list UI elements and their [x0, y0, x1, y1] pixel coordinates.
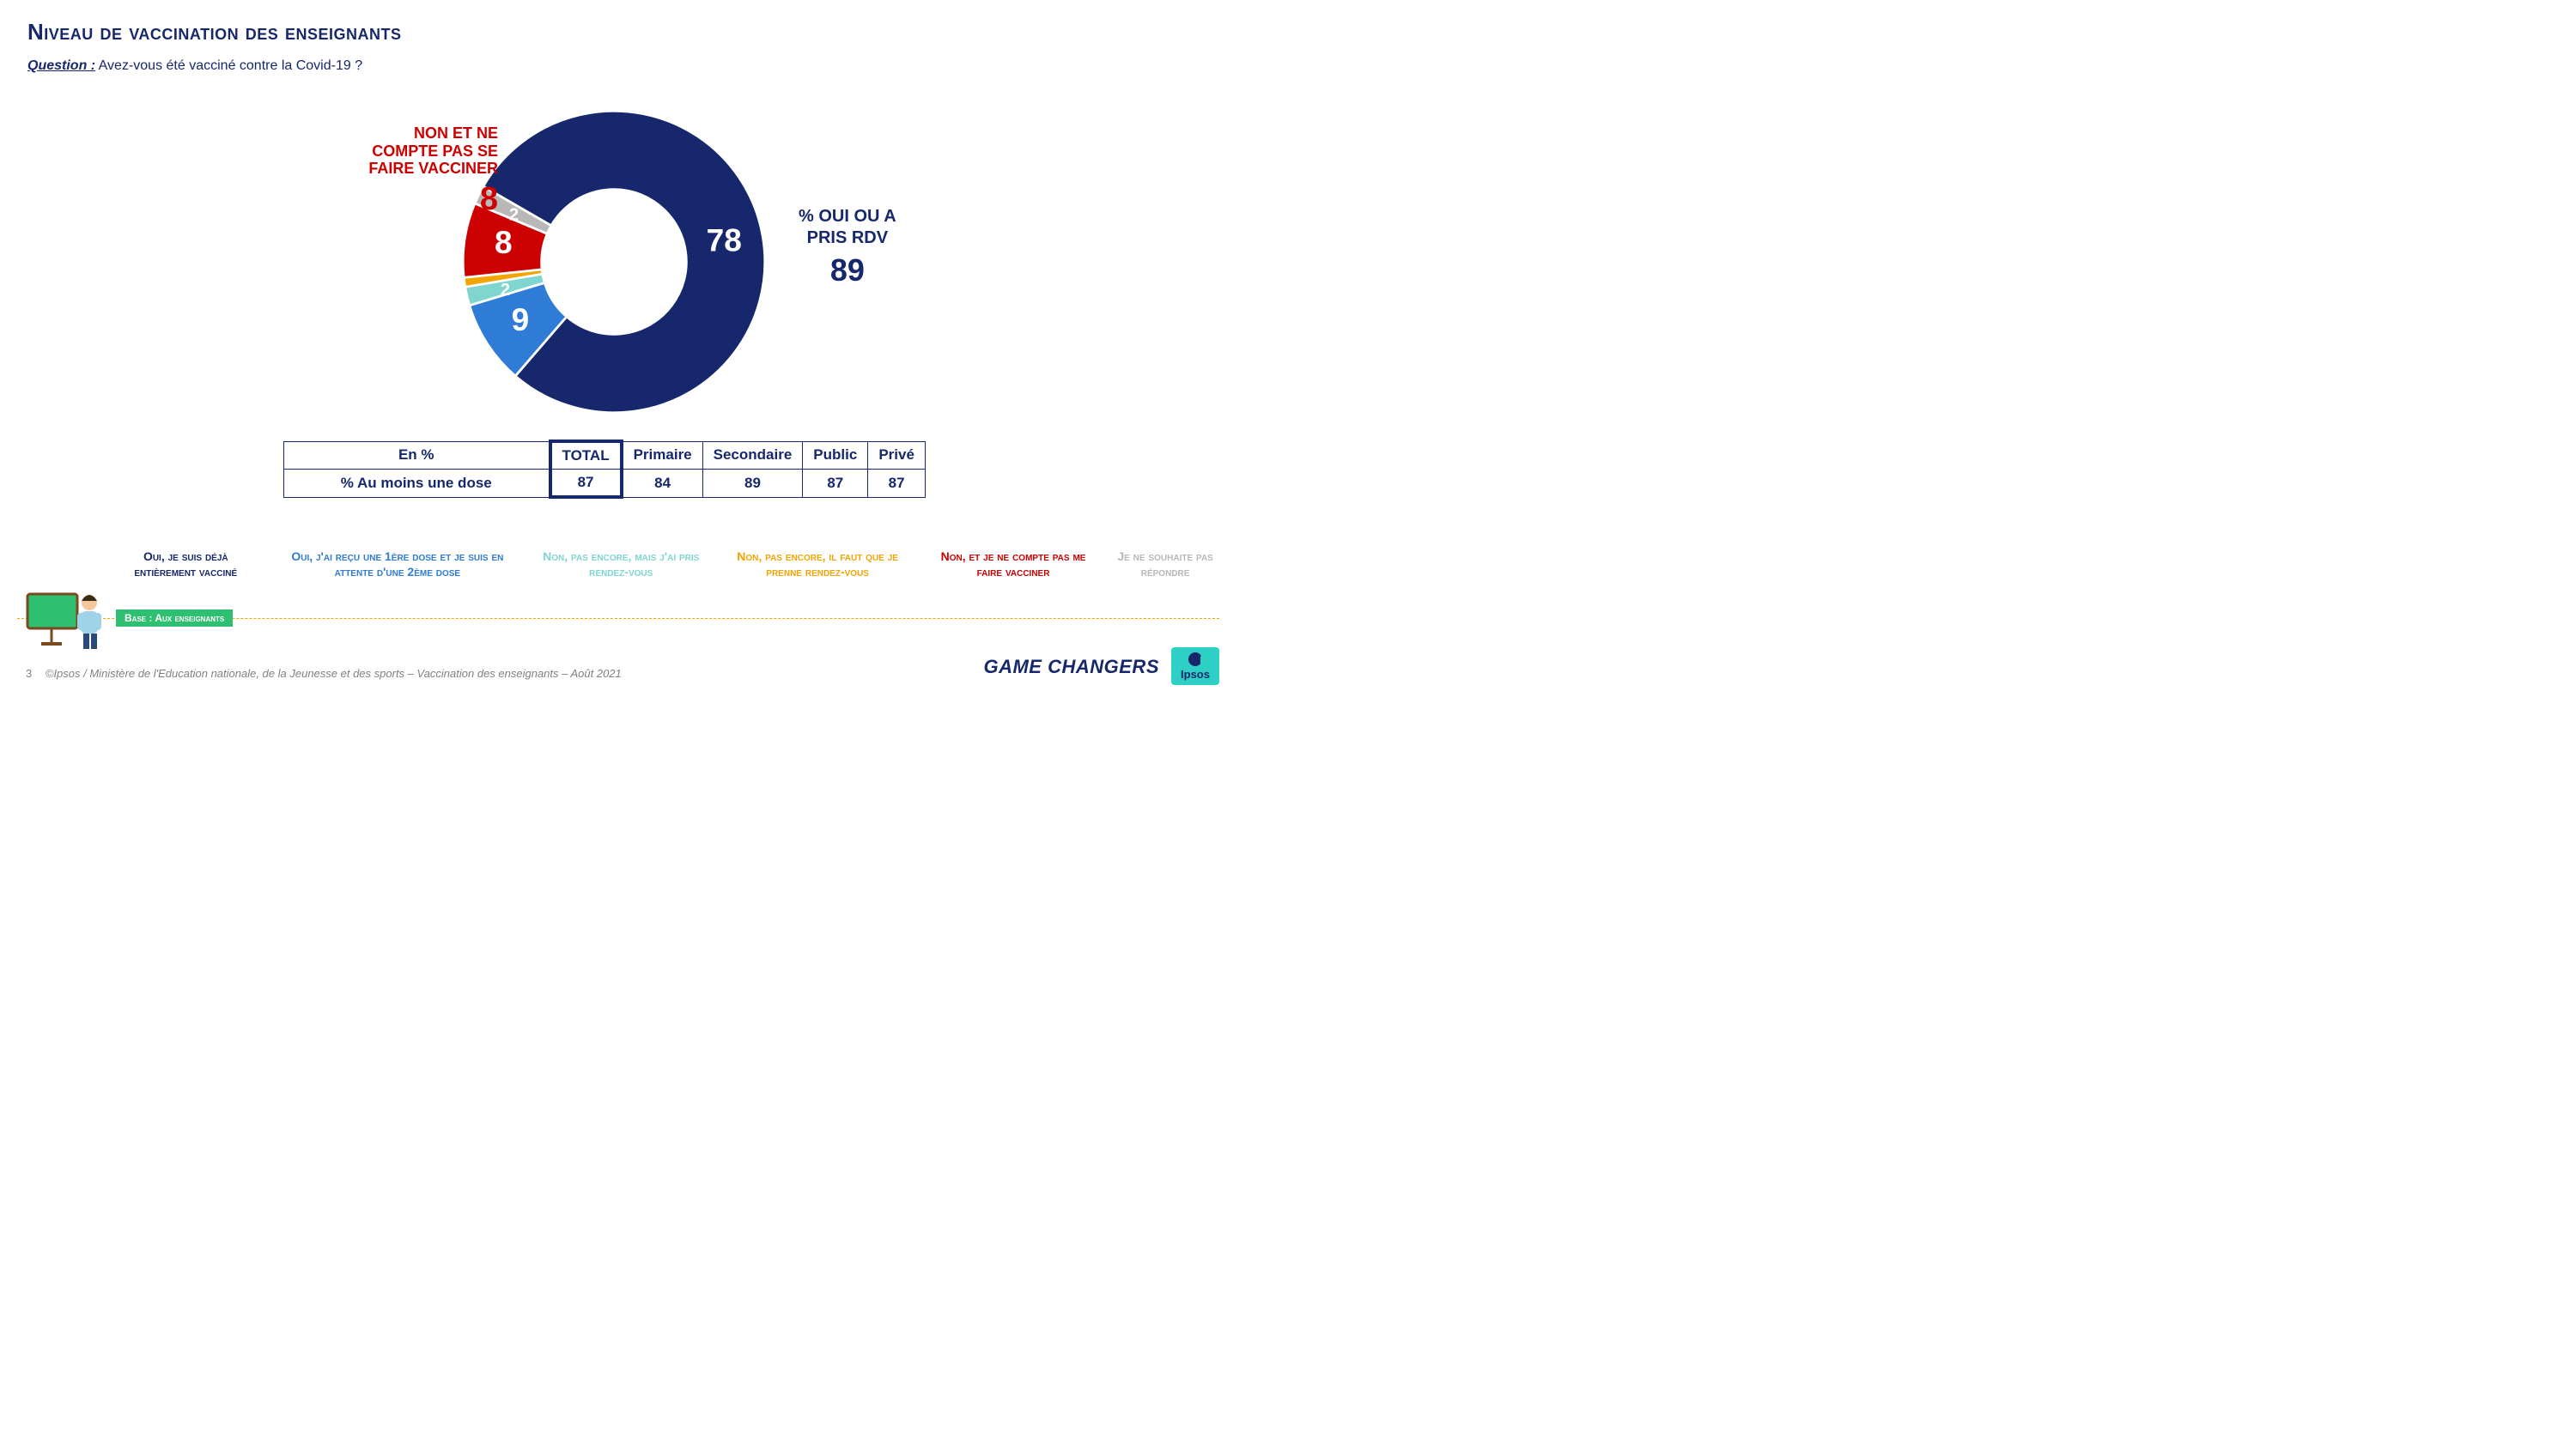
callout-no-line1: NON ET NE [309, 124, 498, 142]
donut-label-rdvyes: 2 [501, 281, 510, 300]
donut-label-first: 9 [512, 302, 530, 337]
legend-item-5: Je ne souhaite pas répondre [1111, 549, 1219, 579]
game-changers-tagline: GAME CHANGERS [983, 656, 1159, 678]
table-cell-prive: 87 [868, 470, 926, 498]
table-header-prive: Privé [868, 441, 926, 470]
callout-yes-value: 89 [799, 252, 896, 288]
table-header-total: TOTAL [550, 441, 622, 470]
table-header-primaire: Primaire [622, 441, 703, 470]
table-cell-primaire: 84 [622, 470, 703, 498]
base-tag: Base : Aux enseignants [116, 609, 233, 627]
donut-label-fully: 78 [707, 223, 742, 258]
table-header-public: Public [803, 441, 868, 470]
question-label: Question : [27, 58, 95, 73]
table-header-label: En % [284, 441, 550, 470]
footer-text: ©Ipsos / Ministère de l'Education nation… [46, 667, 622, 680]
donut-chart: 789282 [455, 103, 773, 421]
legend-item-4: Non, et je ne compte pas me faire vaccin… [933, 549, 1094, 579]
summary-table: En % TOTAL Primaire Secondaire Public Pr… [283, 440, 926, 499]
table-header-row: En % TOTAL Primaire Secondaire Public Pr… [284, 441, 926, 470]
donut-label-no: 8 [495, 225, 513, 260]
callout-yes-line2: PRIS RDV [799, 227, 896, 249]
table-row: % Au moins une dose 87 84 89 87 87 [284, 470, 926, 498]
ipsos-logo-icon: Ipsos [1171, 647, 1219, 685]
table-cell-total: 87 [550, 470, 622, 498]
donut-label-na: 2 [509, 205, 519, 224]
callout-yes-line1: % OUI OU A [799, 206, 896, 227]
footer-credit: 3 ©Ipsos / Ministère de l'Education nati… [26, 667, 622, 680]
legend-item-2: Non, pas encore, mais j'ai pris rendez-v… [539, 549, 702, 579]
callout-no: NON ET NE COMPTE PAS SE FAIRE VACCINER 8 [309, 124, 498, 218]
legend-item-3: Non, pas encore, il faut que je prenne r… [720, 549, 915, 579]
question-line: Question : Avez-vous été vacciné contre … [27, 58, 362, 74]
slide-title: Niveau de vaccination des enseignants [27, 19, 402, 45]
page-number: 3 [26, 667, 32, 680]
callout-yes: % OUI OU A PRIS RDV 89 [799, 206, 896, 288]
table-header-secondaire: Secondaire [702, 441, 803, 470]
legend-item-0: Oui, je suis déjà entièrement vacciné [116, 549, 256, 579]
legend-item-1: Oui, j'ai reçu une 1ère dose et je suis … [273, 549, 523, 579]
table-cell-secondaire: 89 [702, 470, 803, 498]
question-text: Avez-vous été vacciné contre la Covid-19… [99, 58, 362, 73]
callout-no-line2: COMPTE PAS SE [309, 142, 498, 161]
table-cell-public: 87 [803, 470, 868, 498]
ipsos-logo-text: Ipsos [1181, 668, 1210, 681]
callout-no-value: 8 [309, 181, 498, 218]
legend: Oui, je suis déjà entièrement vacciné Oui… [116, 549, 1219, 579]
teacher-icon [26, 584, 112, 652]
table-row-label: % Au moins une dose [284, 470, 550, 498]
callout-no-line3: FAIRE VACCINER [309, 160, 498, 178]
